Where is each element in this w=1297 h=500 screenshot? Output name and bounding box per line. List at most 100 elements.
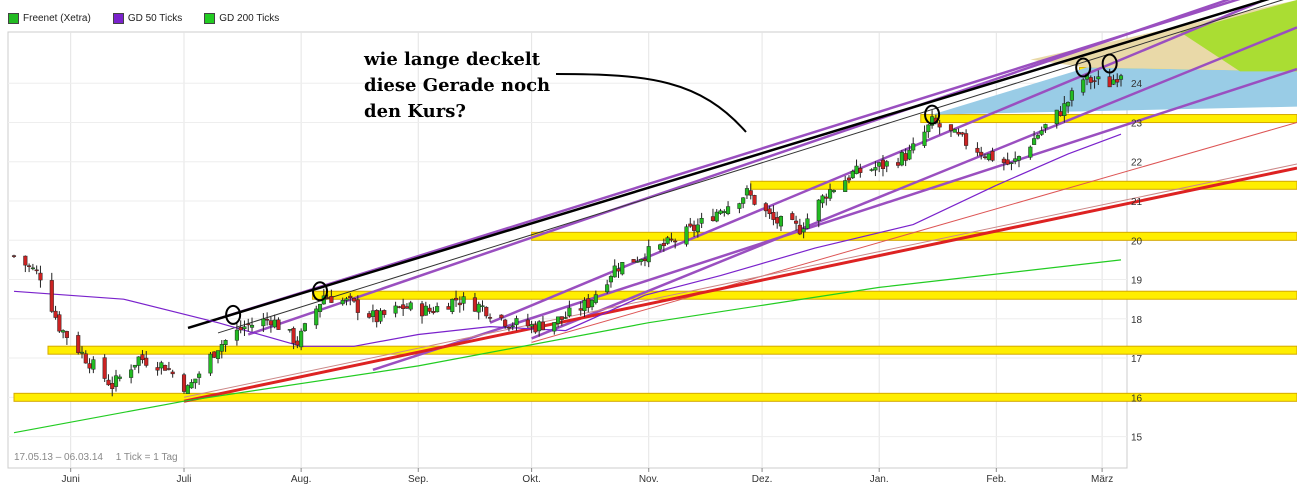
channel-line [531, 26, 1297, 340]
candle-body [423, 305, 428, 316]
candle-body [393, 305, 398, 314]
candle-body [480, 305, 485, 307]
candle-body [30, 267, 35, 270]
candle-body [208, 353, 213, 374]
candle-body [593, 294, 598, 303]
candle-body [374, 310, 379, 323]
candle-body [911, 143, 916, 151]
candle-body [869, 169, 874, 171]
y-tick-label: 23 [1131, 118, 1143, 129]
candle-body [461, 296, 466, 304]
y-tick-label: 16 [1131, 393, 1143, 404]
legend-swatch-ma50 [112, 13, 124, 24]
candle-body [351, 298, 357, 302]
candle-body [567, 307, 572, 317]
candle-body [113, 375, 119, 387]
candle-body [556, 316, 561, 324]
candle-body [382, 310, 387, 315]
candle-body [533, 324, 538, 333]
red-trendline-thin [183, 163, 1297, 398]
candle-body [877, 162, 882, 167]
candle-body [487, 317, 493, 319]
tick-info-label: 1 Tick = 1 Tag [115, 452, 178, 463]
y-tick-label: 24 [1131, 79, 1143, 90]
candle-body [197, 373, 202, 378]
candle-body [850, 171, 855, 179]
candle-body [828, 189, 833, 199]
candle-body [325, 297, 330, 299]
candle-body [699, 218, 704, 224]
annotation-arrow-line [555, 73, 747, 133]
candle-body [880, 159, 886, 169]
candle-body [106, 379, 111, 386]
candle-body [397, 306, 402, 308]
candle-body [299, 330, 304, 348]
shaded-area-blue [932, 67, 1297, 115]
candle-body [661, 242, 666, 247]
candle-body [1054, 109, 1059, 125]
resistance-line [187, 0, 1270, 330]
candle-body [684, 226, 689, 245]
candle-body [858, 168, 863, 173]
candle-body [635, 261, 640, 263]
candle-body [276, 319, 281, 330]
candle-body [446, 306, 451, 310]
support-zone [920, 114, 1297, 124]
candle-body [34, 269, 39, 272]
candle-body [1096, 76, 1101, 80]
candle-body [317, 304, 323, 312]
candle-body [552, 322, 557, 332]
resistance-line-thin [217, 0, 1284, 334]
y-tick-label: 18 [1131, 315, 1143, 326]
candle-body [242, 326, 247, 330]
candle-body [658, 244, 663, 250]
candle-body [503, 319, 508, 327]
candle-body [11, 255, 17, 257]
legend-swatch-price [8, 13, 19, 24]
candle-body [952, 129, 957, 133]
candle-body [1001, 158, 1006, 163]
candle-body [956, 131, 961, 135]
candle-body [846, 177, 852, 181]
candle-body [302, 323, 307, 331]
x-tick-label: Dez. [752, 474, 773, 485]
candle-body [805, 218, 810, 229]
candle-body [669, 238, 674, 241]
candle-body [695, 224, 700, 233]
candle-body [964, 133, 969, 146]
plot-frame [7, 31, 1128, 469]
candle-body [110, 383, 115, 389]
candle-body [797, 224, 802, 235]
candle-body [537, 321, 542, 332]
candle-body [975, 147, 980, 153]
y-tick-label: 15 [1131, 433, 1143, 444]
annotation-arrow [555, 73, 747, 133]
candle-body [665, 237, 670, 244]
candle-body [1039, 130, 1044, 135]
candle-body [457, 302, 462, 306]
candle-body [1088, 77, 1093, 83]
candle-body [367, 313, 372, 318]
candle-body [476, 303, 481, 313]
candle-body [64, 331, 69, 338]
candle-body [419, 303, 425, 317]
candle-body [771, 212, 776, 220]
candle-body [688, 223, 693, 227]
candle-body [1081, 79, 1086, 93]
candle-body [873, 167, 878, 171]
candle-body [937, 123, 942, 128]
candle-body [979, 151, 984, 156]
candle-body [219, 344, 224, 352]
candle-body [1118, 75, 1124, 80]
y-tick-label: 21 [1131, 197, 1143, 208]
legend-label-ma50: GD 50 Ticks [127, 13, 183, 24]
candle-body [642, 258, 648, 261]
channel-line [247, 0, 1231, 336]
candle-body [246, 323, 251, 326]
legend-item-price: Freenet (Xetra) [8, 13, 91, 24]
candle-body [132, 364, 137, 368]
candle-body [53, 310, 58, 318]
x-tick-label: Feb. [986, 474, 1006, 485]
candle-body [450, 298, 455, 313]
candle-body [193, 378, 198, 384]
